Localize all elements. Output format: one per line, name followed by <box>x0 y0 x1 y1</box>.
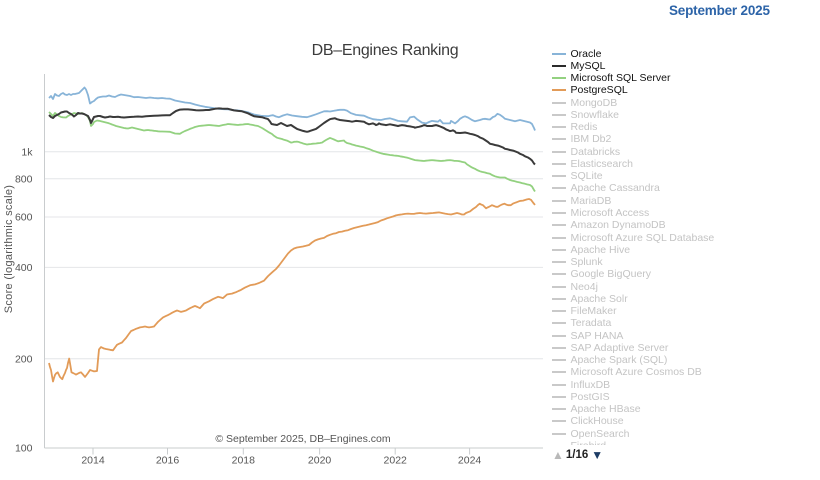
svg-text:Score (logarithmic scale): Score (logarithmic scale) <box>3 185 15 314</box>
svg-text:800: 800 <box>15 174 33 186</box>
svg-text:400: 400 <box>15 262 33 274</box>
svg-text:100: 100 <box>15 442 33 454</box>
svg-text:200: 200 <box>15 354 33 366</box>
svg-text:2018: 2018 <box>232 455 256 467</box>
svg-text:2016: 2016 <box>156 455 180 467</box>
svg-text:DB–Engines Ranking: DB–Engines Ranking <box>312 42 459 59</box>
svg-text:2022: 2022 <box>384 455 408 467</box>
svg-text:2014: 2014 <box>81 455 105 467</box>
svg-text:© September 2025, DB–Engines.c: © September 2025, DB–Engines.com <box>215 433 391 445</box>
svg-text:600: 600 <box>15 212 33 224</box>
svg-text:1k: 1k <box>21 147 33 159</box>
svg-text:2024: 2024 <box>458 455 482 467</box>
svg-text:2020: 2020 <box>308 455 332 467</box>
